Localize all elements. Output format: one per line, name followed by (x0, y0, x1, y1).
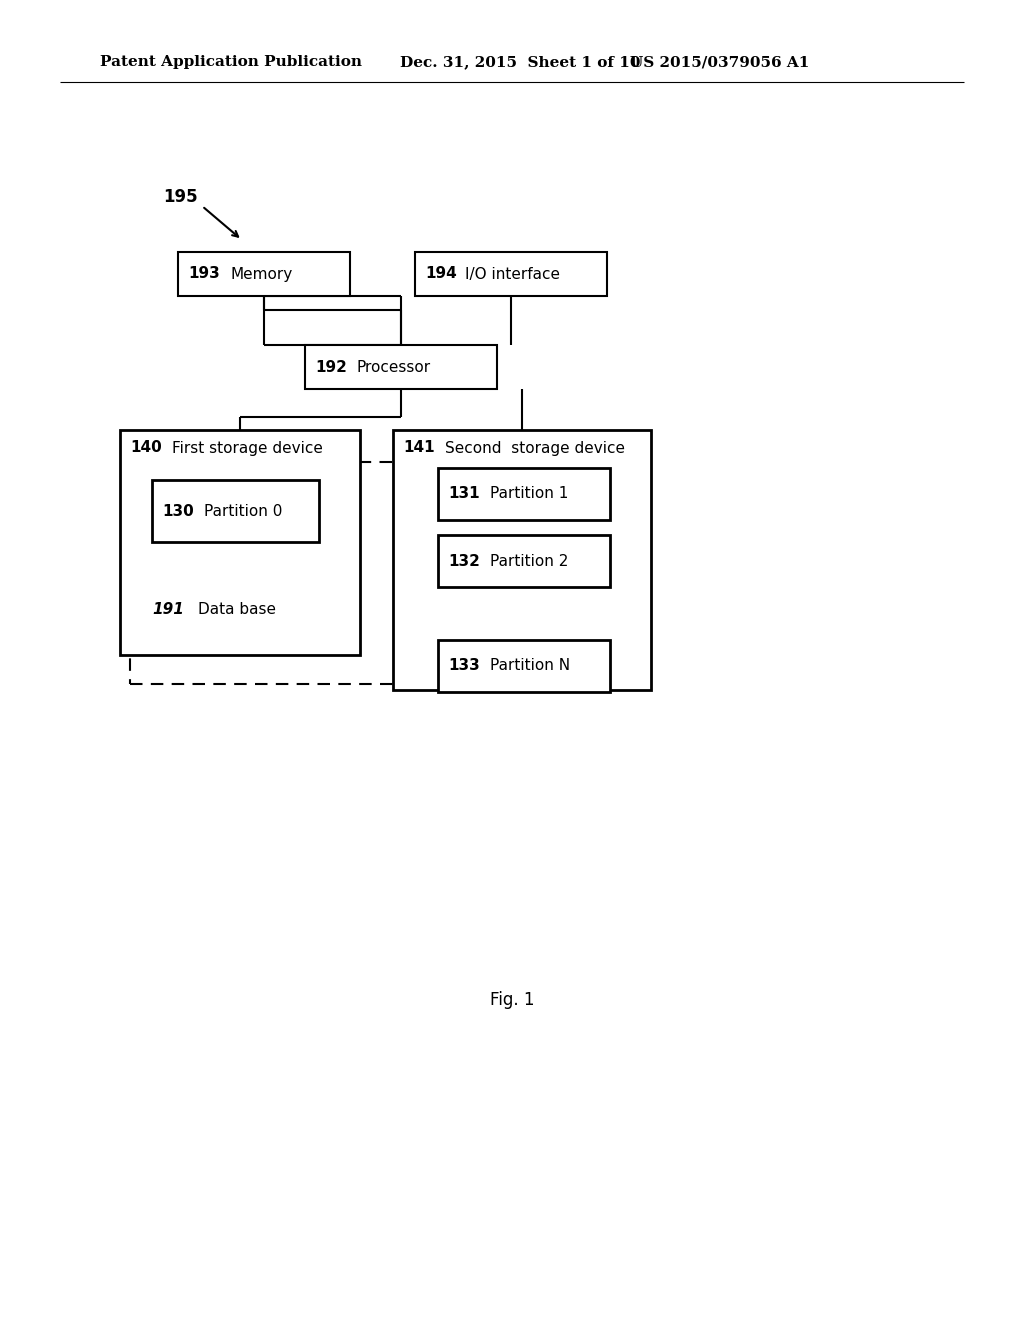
Bar (120, 430, 360, 655)
Bar (438, 469, 610, 520)
Text: Fig. 1: Fig. 1 (489, 991, 535, 1008)
Text: 140: 140 (130, 441, 162, 455)
Text: 193: 193 (188, 267, 220, 281)
Text: Memory: Memory (230, 267, 292, 281)
Text: Processor: Processor (357, 359, 431, 375)
Text: Partition 0: Partition 0 (204, 503, 283, 519)
Text: Partition 2: Partition 2 (490, 553, 568, 569)
Text: I/O interface: I/O interface (465, 267, 560, 281)
Text: 132: 132 (449, 553, 480, 569)
Text: 130: 130 (162, 503, 194, 519)
Text: 194: 194 (425, 267, 457, 281)
Text: 195: 195 (163, 187, 198, 206)
Bar (152, 480, 319, 543)
Text: 141: 141 (403, 441, 434, 455)
Text: Second  storage device: Second storage device (445, 441, 625, 455)
Bar (438, 535, 610, 587)
Bar (415, 252, 607, 296)
Bar (178, 252, 350, 296)
Text: Data base: Data base (198, 602, 276, 618)
Bar (130, 462, 650, 684)
Text: 192: 192 (315, 359, 347, 375)
Bar (393, 430, 651, 690)
Text: Dec. 31, 2015  Sheet 1 of 10: Dec. 31, 2015 Sheet 1 of 10 (400, 55, 640, 69)
Text: First storage device: First storage device (172, 441, 323, 455)
Bar (438, 640, 610, 692)
Bar (305, 345, 497, 389)
Text: US 2015/0379056 A1: US 2015/0379056 A1 (630, 55, 809, 69)
Text: Partition N: Partition N (490, 659, 570, 673)
Text: 131: 131 (449, 487, 479, 502)
Text: Partition 1: Partition 1 (490, 487, 568, 502)
Text: 191: 191 (152, 602, 184, 618)
Text: 133: 133 (449, 659, 480, 673)
Text: Patent Application Publication: Patent Application Publication (100, 55, 362, 69)
